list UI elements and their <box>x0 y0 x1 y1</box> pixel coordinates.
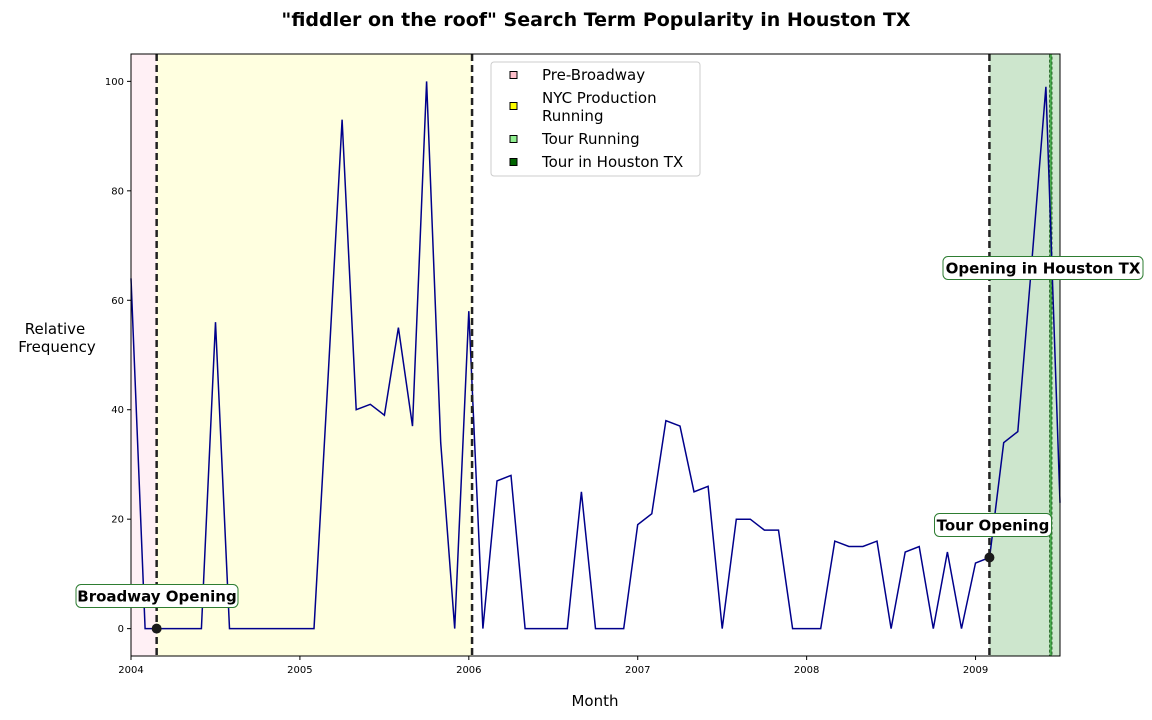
region-pre-broadway <box>131 54 157 656</box>
annotation-label: Tour Opening <box>937 517 1050 535</box>
legend-swatch <box>509 158 518 166</box>
x-tick-label: 2006 <box>456 665 481 676</box>
annotation-label: Broadway Opening <box>77 588 236 606</box>
legend-label: Tour in Houston TX <box>541 153 683 171</box>
event-marker <box>984 552 995 563</box>
legend-box <box>490 61 701 177</box>
event-markers <box>151 552 995 634</box>
plot-frame <box>130 53 1061 657</box>
y-axis-label: Relative Frequency <box>18 320 96 356</box>
legend-label: Pre-Broadway <box>542 66 645 84</box>
series-line <box>130 81 1061 630</box>
x-tick-label: 2004 <box>118 665 143 676</box>
y-tick-label: 60 <box>111 296 124 307</box>
y-tick-label: 20 <box>111 515 124 526</box>
x-tick-label: 2009 <box>963 665 988 676</box>
y-axis-ticks: 0 20 40 60 80 100 <box>105 77 131 635</box>
y-axis-label-line: Relative <box>25 320 86 338</box>
annotations: Broadway Opening Tour Opening Opening in H… <box>75 256 1144 608</box>
legend-swatch <box>509 135 518 143</box>
legend-label: NYC Production Running <box>542 89 657 125</box>
annotation-box <box>942 256 1144 280</box>
event-marker <box>151 623 162 634</box>
x-axis-ticks: 2004 2005 2006 2007 2008 2009 <box>118 656 988 676</box>
series-layer <box>130 81 1061 630</box>
legend-label: Tour Running <box>541 130 640 148</box>
x-tick-label: 2007 <box>625 665 650 676</box>
x-axis-label: Month <box>571 692 618 710</box>
x-tick-label: 2005 <box>287 665 312 676</box>
region-nyc-production-running <box>156 54 473 656</box>
annotation-box <box>75 584 239 608</box>
legend: Pre-Broadway NYC Production Running Tour Ru… <box>490 61 701 177</box>
legend-swatch <box>509 71 518 79</box>
legend-swatch <box>509 102 518 110</box>
y-axis-label-line: Frequency <box>18 338 96 356</box>
region-tour-in-houston-tx <box>1049 53 1053 657</box>
chart-title: "fiddler on the roof" Search Term Popula… <box>281 9 910 31</box>
y-tick-label: 80 <box>111 186 124 197</box>
annotation-label: Opening in Houston TX <box>946 260 1141 278</box>
annotation-box <box>934 513 1052 537</box>
y-tick-label: 40 <box>111 405 124 416</box>
y-tick-label: 100 <box>105 77 124 88</box>
x-tick-label: 2008 <box>794 665 819 676</box>
background-regions <box>131 53 1060 657</box>
y-tick-label: 0 <box>118 624 124 635</box>
